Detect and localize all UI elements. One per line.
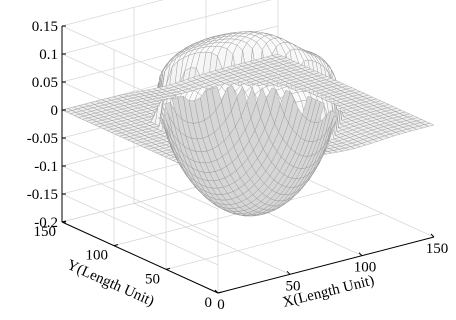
surface-cell (61, 108, 73, 113)
x-tick-mark (214, 289, 219, 294)
x-axis-line (217, 236, 435, 294)
axes-box (61, 26, 435, 294)
x-tick-label: 150 (426, 241, 449, 257)
y-tick-mark (165, 267, 171, 270)
z-tick-label: 0.1 (39, 47, 58, 63)
y-tick-label: 0 (205, 295, 213, 311)
z-axis-ticks: -0.2 -0.15 -0.1 -0.05 0 0.05 0.1 0.15 (27, 19, 66, 231)
grid-line-y-floor (113, 189, 331, 247)
surface-underside-cell (171, 97, 182, 120)
x-axis-ticks: 0 50 100 150 (214, 233, 449, 313)
z-tick-label: 0.05 (32, 75, 58, 91)
y-axis-line (61, 221, 219, 294)
y-axis-label: Y(Length Unit) (64, 257, 156, 310)
z-tick-label: -0.1 (34, 159, 58, 175)
z-tick-label: -0.15 (27, 187, 58, 203)
surface-underside-cell (164, 102, 175, 126)
z-tick-label: 0.15 (32, 19, 58, 35)
z-tick-label: -0.2 (34, 215, 58, 231)
x-tick-mark (286, 270, 291, 275)
grid-line-y-floor (165, 212, 383, 270)
y-tick-label: 50 (145, 271, 160, 287)
y-tick-mark (217, 291, 223, 294)
x-tick-label: 100 (354, 260, 377, 276)
grid-line-x-floor (133, 202, 291, 275)
surface-mesh (61, 31, 435, 217)
y-axis-ticks: 0 50 100 150 (34, 220, 223, 311)
x-tick-label: 50 (286, 278, 301, 294)
x-tick-label: 0 (217, 297, 225, 313)
y-tick-mark (113, 244, 119, 247)
y-tick-label: 100 (86, 248, 109, 264)
x-tick-mark (430, 233, 435, 238)
y-tick-label: 150 (34, 224, 57, 240)
x-tick-mark (358, 252, 363, 257)
z-tick-label: 0 (51, 103, 59, 119)
y-tick-mark (61, 220, 67, 223)
z-tick-label: -0.05 (27, 131, 58, 147)
